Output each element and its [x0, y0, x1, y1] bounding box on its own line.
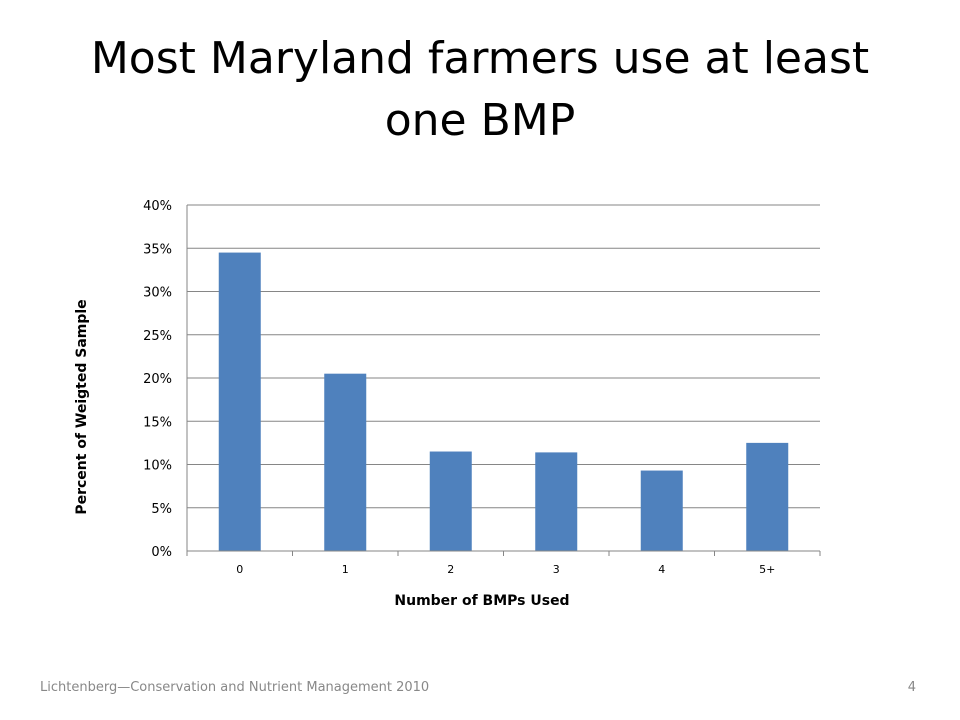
slide-footer: Lichtenberg—Conservation and Nutrient Ma… — [40, 680, 430, 695]
y-tick-label: 10% — [143, 459, 172, 474]
bar-3 — [535, 452, 578, 551]
y-tick-label: 20% — [143, 372, 172, 387]
bar-1 — [324, 373, 367, 551]
tick-labels: 0% 5% 10% 15% 20% 25% 30% 35% 40% 0 1 2 3 4 5+ — [143, 199, 775, 576]
x-tick-label: 1 — [342, 563, 349, 576]
bar-0 — [218, 252, 261, 551]
page-number: 4 — [907, 680, 916, 695]
y-tick-label: 30% — [143, 286, 172, 301]
y-tick-label: 40% — [143, 199, 172, 214]
x-tick-label: 0 — [236, 563, 243, 576]
y-tick-label: 25% — [143, 329, 172, 344]
x-tick-label: 4 — [658, 563, 665, 576]
bar-2 — [429, 451, 472, 551]
slide-title: Most Maryland farmers use at least one B… — [90, 33, 870, 146]
gridlines — [187, 204, 820, 509]
y-tick-label: 35% — [143, 242, 172, 257]
x-tick-label: 3 — [553, 563, 560, 576]
y-tick-label: 0% — [151, 545, 172, 560]
x-tick-label: 2 — [447, 563, 454, 576]
x-tick-label: 5+ — [759, 563, 775, 576]
y-axis-title: Percent of Weigted Sample — [74, 299, 90, 514]
axes — [186, 205, 821, 556]
x-axis-title: Number of BMPs Used — [394, 593, 569, 609]
bar-5 — [746, 442, 789, 551]
bars — [218, 252, 789, 551]
y-tick-label: 15% — [143, 415, 172, 430]
bar-4 — [640, 470, 683, 551]
y-tick-label: 5% — [151, 502, 172, 517]
